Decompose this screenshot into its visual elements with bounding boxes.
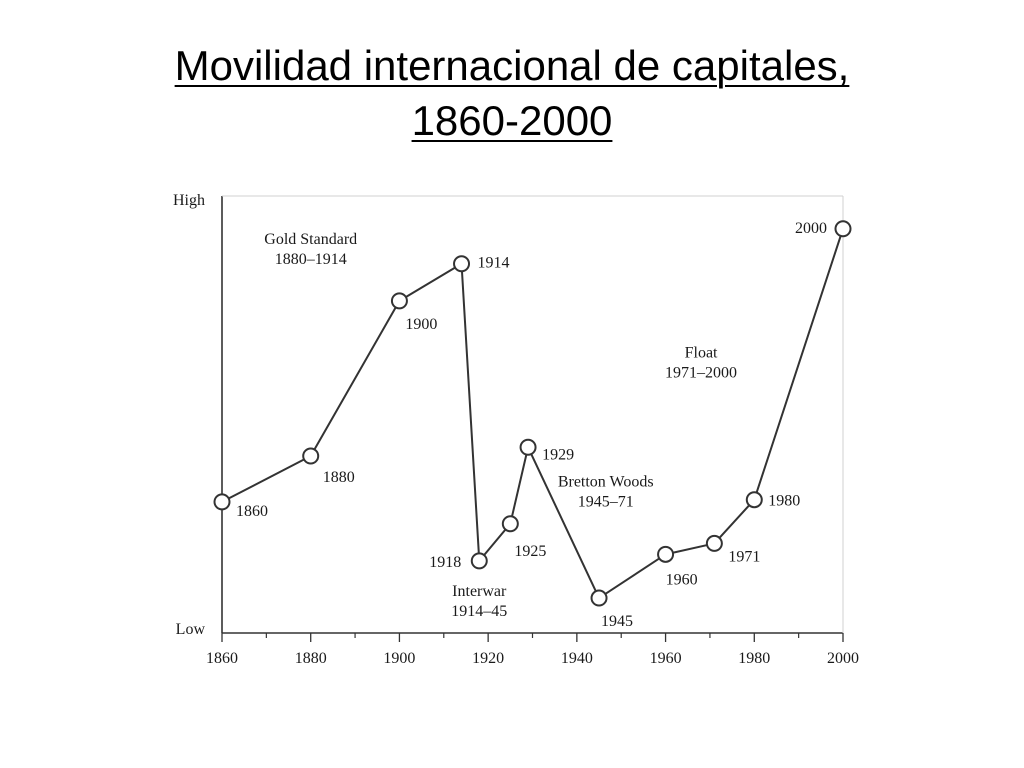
era-annotation-line: 1945–71 [578,494,634,511]
data-point-marker [302,447,320,465]
data-point-label: 1880 [323,469,355,486]
slide-title-line-2: 1860-2000 [411,97,613,144]
x-tick-label: 1920 [472,650,504,667]
era-annotation-line: 1914–45 [451,603,507,620]
data-point-marker [745,491,763,509]
data-point-label: 1980 [768,493,800,510]
era-annotation-line: 1880–1914 [275,251,347,268]
x-tick-label: 1880 [295,650,327,667]
data-point-marker [834,220,852,238]
series [213,220,852,607]
x-tick-label: 1860 [206,650,238,667]
data-point-marker [501,515,519,533]
x-tick-label: 1900 [383,650,415,667]
y-tick-label-high: High [173,192,205,209]
era-annotation-line: 1971–2000 [665,365,737,382]
data-point-marker [590,589,608,607]
data-point-label: 2000 [795,220,827,237]
series-line [221,228,844,600]
axes [221,195,844,642]
data-point-label: 1914 [478,255,510,272]
x-tick-label: 1960 [650,650,682,667]
data-point-label: 1860 [236,503,268,520]
era-annotation-line: Interwar [452,583,507,600]
data-point-marker [657,545,675,563]
slide-title: Movilidad internacional de capitales, 18… [0,38,1024,148]
data-point-label: 1900 [405,316,437,333]
era-annotation-line: Gold Standard [264,231,357,248]
slide-title-line-1: Movilidad internacional de capitales, [174,42,850,89]
data-point-label: 1971 [728,548,760,565]
data-point-label: 1945 [601,613,633,630]
data-point-label: 1925 [514,543,546,560]
x-tick-label: 1980 [738,650,770,667]
data-point-marker [705,534,723,552]
data-point-label: 1929 [542,446,574,463]
data-point-marker [519,438,537,456]
data-point-marker [453,255,471,273]
x-tick-label: 2000 [827,650,859,667]
data-point-marker [470,552,488,570]
data-point-marker [213,493,231,511]
data-point-label: 1960 [666,571,698,588]
data-point-label: 1918 [429,554,461,571]
data-point-marker [390,292,408,310]
era-annotation-line: Float [685,345,718,362]
x-tick-label: 1940 [561,650,593,667]
y-tick-label-low: Low [176,621,206,638]
era-annotation-line: Bretton Woods [558,474,654,491]
